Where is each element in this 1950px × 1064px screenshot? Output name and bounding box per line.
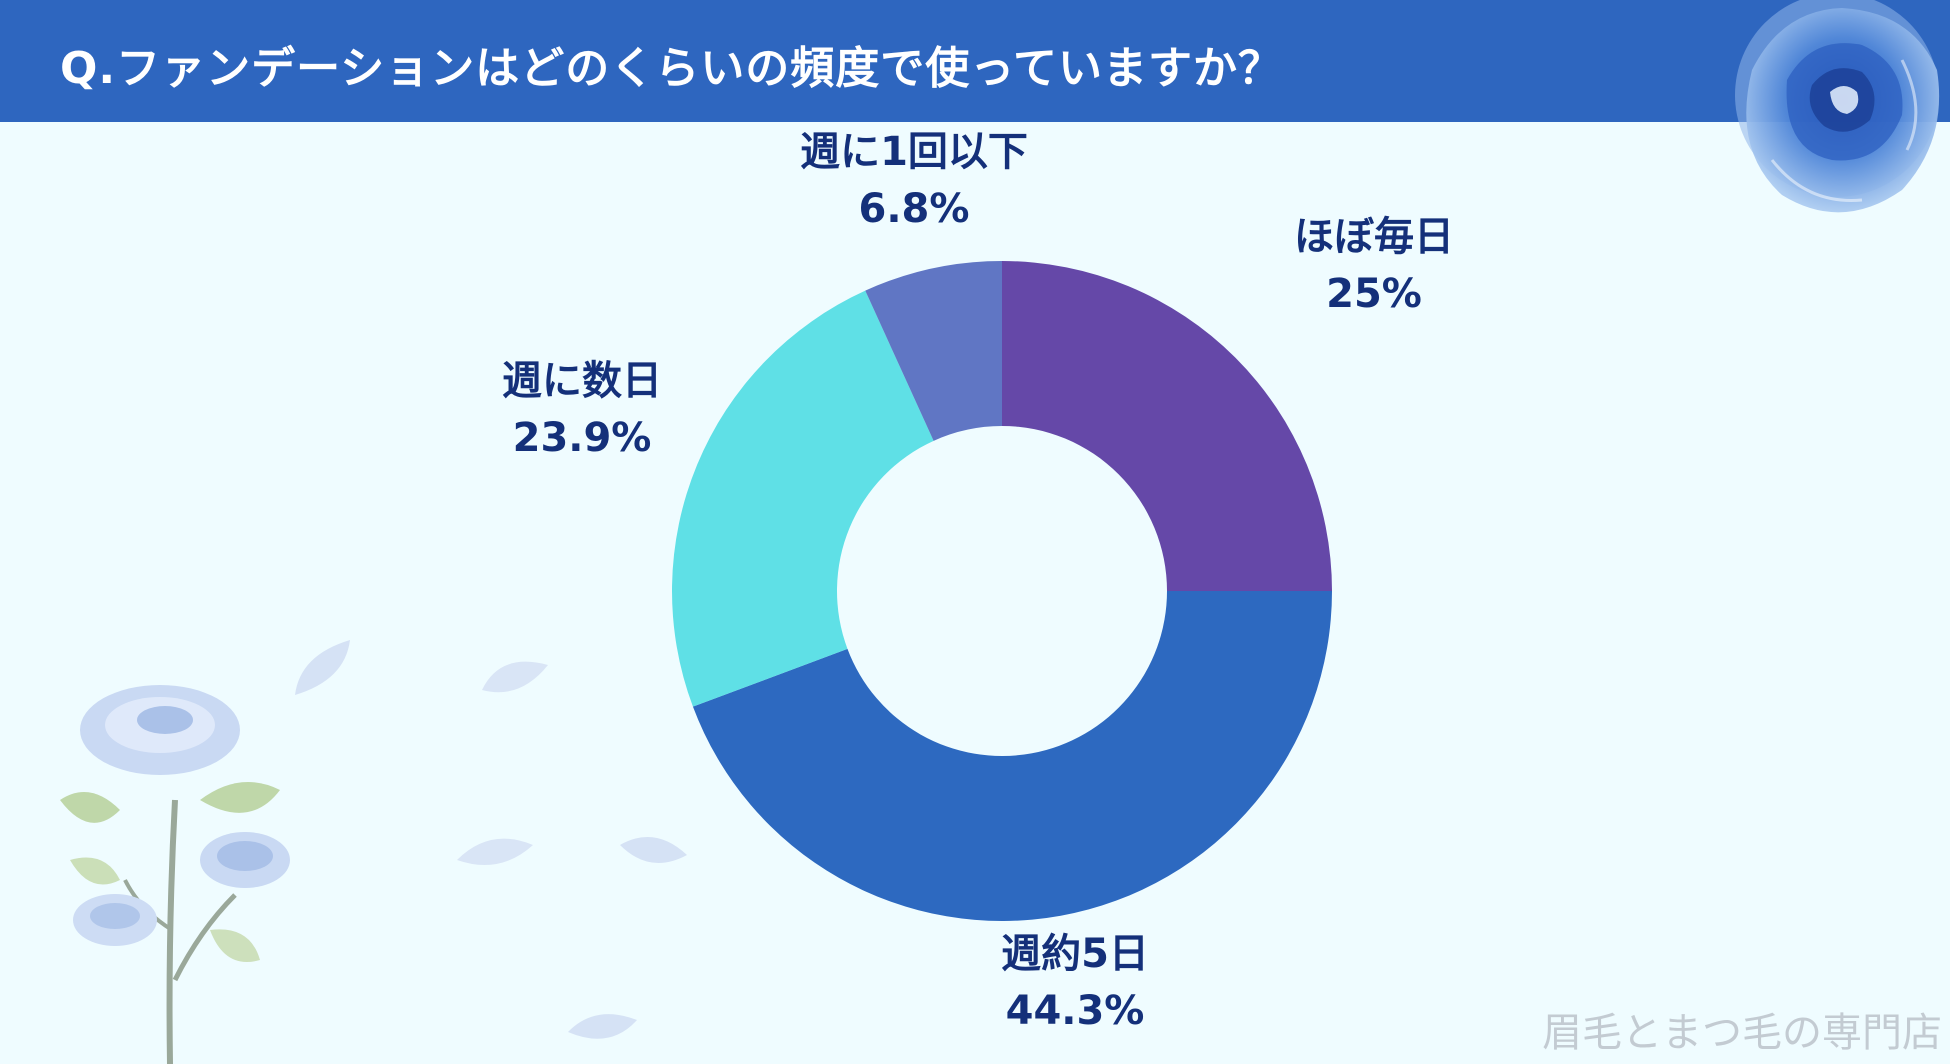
slice-label-several-days: 週に数日 [502,358,662,404]
donut-slice-daily [1002,261,1332,591]
slice-label-daily: ほぼ毎日 [1294,214,1454,260]
petal-icon [457,838,533,865]
donut-slice-several-days [672,290,934,707]
blue-rose-branch-icon [60,685,290,1064]
slice-label-about-5-days: 週約5日 [1001,931,1149,977]
slice-value-several-days: 23.9% [513,415,652,461]
petal-icon [568,1014,637,1039]
donut-slice-about-5-days [692,591,1332,921]
slice-label-once-or-less: 週に1回以下 [800,129,1028,175]
slice-value-daily: 25% [1326,271,1422,317]
slice-value-once-or-less: 6.8% [859,186,970,232]
page-title: Q.ファンデーションはどのくらいの頻度で使っていますか？ [60,43,1284,94]
watermark: 眉毛とまつ毛の専門店 [1542,1010,1942,1056]
petal-icon [295,640,350,695]
petal-icon [482,661,548,693]
donut-slice-once-or-less [865,261,1002,441]
petal-icon [620,837,687,863]
header-bar: Q.ファンデーションはどのくらいの頻度で使っていますか？ [0,0,1950,122]
blue-rose-icon [1735,0,1940,213]
slice-value-about-5-days: 44.3% [1006,988,1145,1034]
